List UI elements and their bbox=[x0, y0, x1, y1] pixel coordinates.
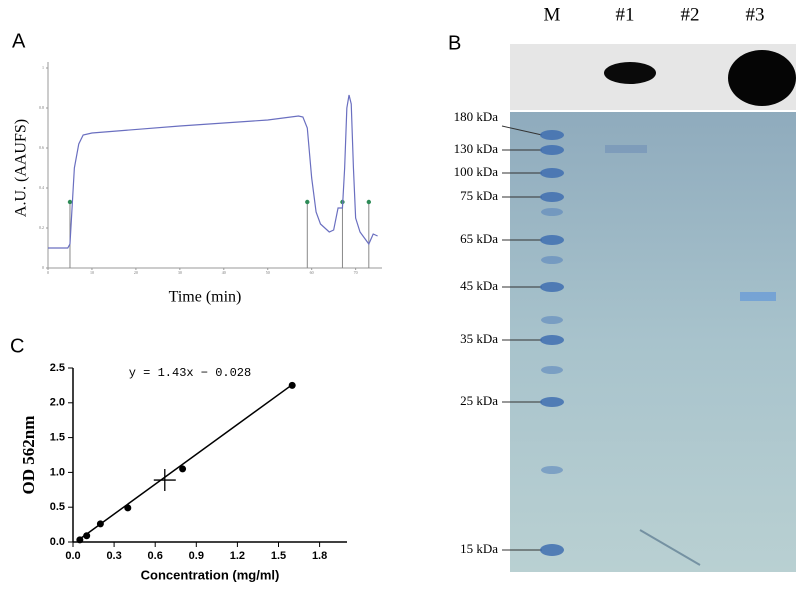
point bbox=[124, 504, 132, 512]
marker-label: 35 kDa bbox=[460, 331, 498, 346]
sample-cross bbox=[153, 469, 176, 492]
x-tick-label: 0.9 bbox=[189, 550, 204, 562]
x-tick-label: 70 bbox=[354, 270, 358, 275]
ladder-band bbox=[540, 130, 564, 140]
gel-band bbox=[740, 292, 776, 301]
x-tick-label: 50 bbox=[266, 270, 270, 275]
x-axis-label: Time (min) bbox=[169, 289, 242, 306]
marker-label: 45 kDa bbox=[460, 278, 498, 293]
ladder-band bbox=[540, 397, 564, 407]
y-tick-label: 0.2 bbox=[39, 225, 44, 230]
ladder-band bbox=[540, 192, 564, 202]
ladder-band bbox=[540, 235, 564, 245]
blot-band bbox=[604, 62, 656, 84]
fit-line bbox=[79, 384, 293, 540]
y-tick-label: 0.4 bbox=[39, 185, 44, 190]
y-tick-label: 0.5 bbox=[50, 501, 65, 513]
point bbox=[288, 381, 296, 389]
ladder-band bbox=[541, 208, 563, 216]
y-tick-label: 0.8 bbox=[39, 105, 44, 110]
x-tick-label: 0.3 bbox=[106, 550, 121, 562]
fraction-marker bbox=[67, 199, 73, 205]
ladder-band bbox=[540, 168, 564, 178]
trace bbox=[48, 94, 378, 249]
gel-band bbox=[605, 145, 647, 153]
ladder-band bbox=[541, 466, 563, 474]
x-axis-label: Concentration (mg/ml) bbox=[141, 567, 280, 582]
lane-label: #3 bbox=[746, 4, 765, 25]
fraction-marker bbox=[305, 199, 310, 205]
y-axis-label: OD 562nm bbox=[19, 416, 38, 495]
ladder-band bbox=[540, 145, 564, 155]
point bbox=[96, 520, 104, 528]
ladder-band bbox=[540, 544, 564, 556]
blot-band bbox=[728, 50, 796, 106]
y-tick-label: 0.6 bbox=[39, 145, 44, 150]
x-tick-label: 0.0 bbox=[65, 550, 80, 562]
y-tick-label: 2.5 bbox=[50, 362, 65, 374]
y-tick-label: 0.0 bbox=[50, 536, 65, 548]
panel-label: C bbox=[10, 335, 24, 357]
marker-pointer bbox=[501, 125, 543, 136]
marker-label: 75 kDa bbox=[460, 188, 498, 203]
lane-label: #1 bbox=[616, 4, 635, 25]
y-tick-label: 1 bbox=[42, 65, 44, 70]
marker-label: 130 kDa bbox=[454, 141, 499, 156]
x-tick-label: 20 bbox=[134, 270, 138, 275]
panel-label: A bbox=[12, 30, 26, 52]
marker-label: 25 kDa bbox=[460, 393, 498, 408]
marker-label: 15 kDa bbox=[460, 541, 498, 556]
y-tick-label: 1.0 bbox=[50, 466, 65, 478]
point bbox=[76, 536, 84, 544]
y-tick-label: 2.0 bbox=[50, 397, 65, 409]
y-axis-label: A.U. (AAUFS) bbox=[13, 119, 30, 217]
x-tick-label: 1.2 bbox=[230, 550, 245, 562]
x-tick-label: 30 bbox=[178, 270, 182, 275]
y-tick-label: 1.5 bbox=[50, 432, 65, 444]
gel-artifact bbox=[639, 529, 701, 566]
fraction-marker bbox=[366, 199, 372, 205]
x-tick-label: 60 bbox=[310, 270, 314, 275]
fit-equation: y = 1.43x − 0.028 bbox=[129, 366, 251, 380]
marker-label: 180 kDa bbox=[454, 109, 499, 124]
x-tick-label: 1.8 bbox=[312, 550, 327, 562]
lane-label: #2 bbox=[681, 4, 700, 25]
ladder-band bbox=[541, 316, 563, 324]
marker-label: 100 kDa bbox=[454, 164, 499, 179]
point bbox=[83, 532, 91, 540]
x-tick-label: 10 bbox=[90, 270, 94, 275]
y-tick-label: 0 bbox=[42, 265, 44, 270]
lane-label: M bbox=[544, 4, 561, 25]
ladder-band bbox=[540, 335, 564, 345]
ladder-band bbox=[540, 282, 564, 292]
x-tick-label: 0.6 bbox=[148, 550, 163, 562]
x-tick-label: 0 bbox=[47, 270, 49, 275]
point bbox=[179, 465, 187, 473]
ladder-band bbox=[541, 256, 563, 264]
x-tick-label: 1.5 bbox=[271, 550, 286, 562]
x-tick-label: 40 bbox=[222, 270, 226, 275]
marker-label: 65 kDa bbox=[460, 231, 498, 246]
ladder-band bbox=[541, 366, 563, 374]
panel-label: B bbox=[448, 32, 461, 54]
